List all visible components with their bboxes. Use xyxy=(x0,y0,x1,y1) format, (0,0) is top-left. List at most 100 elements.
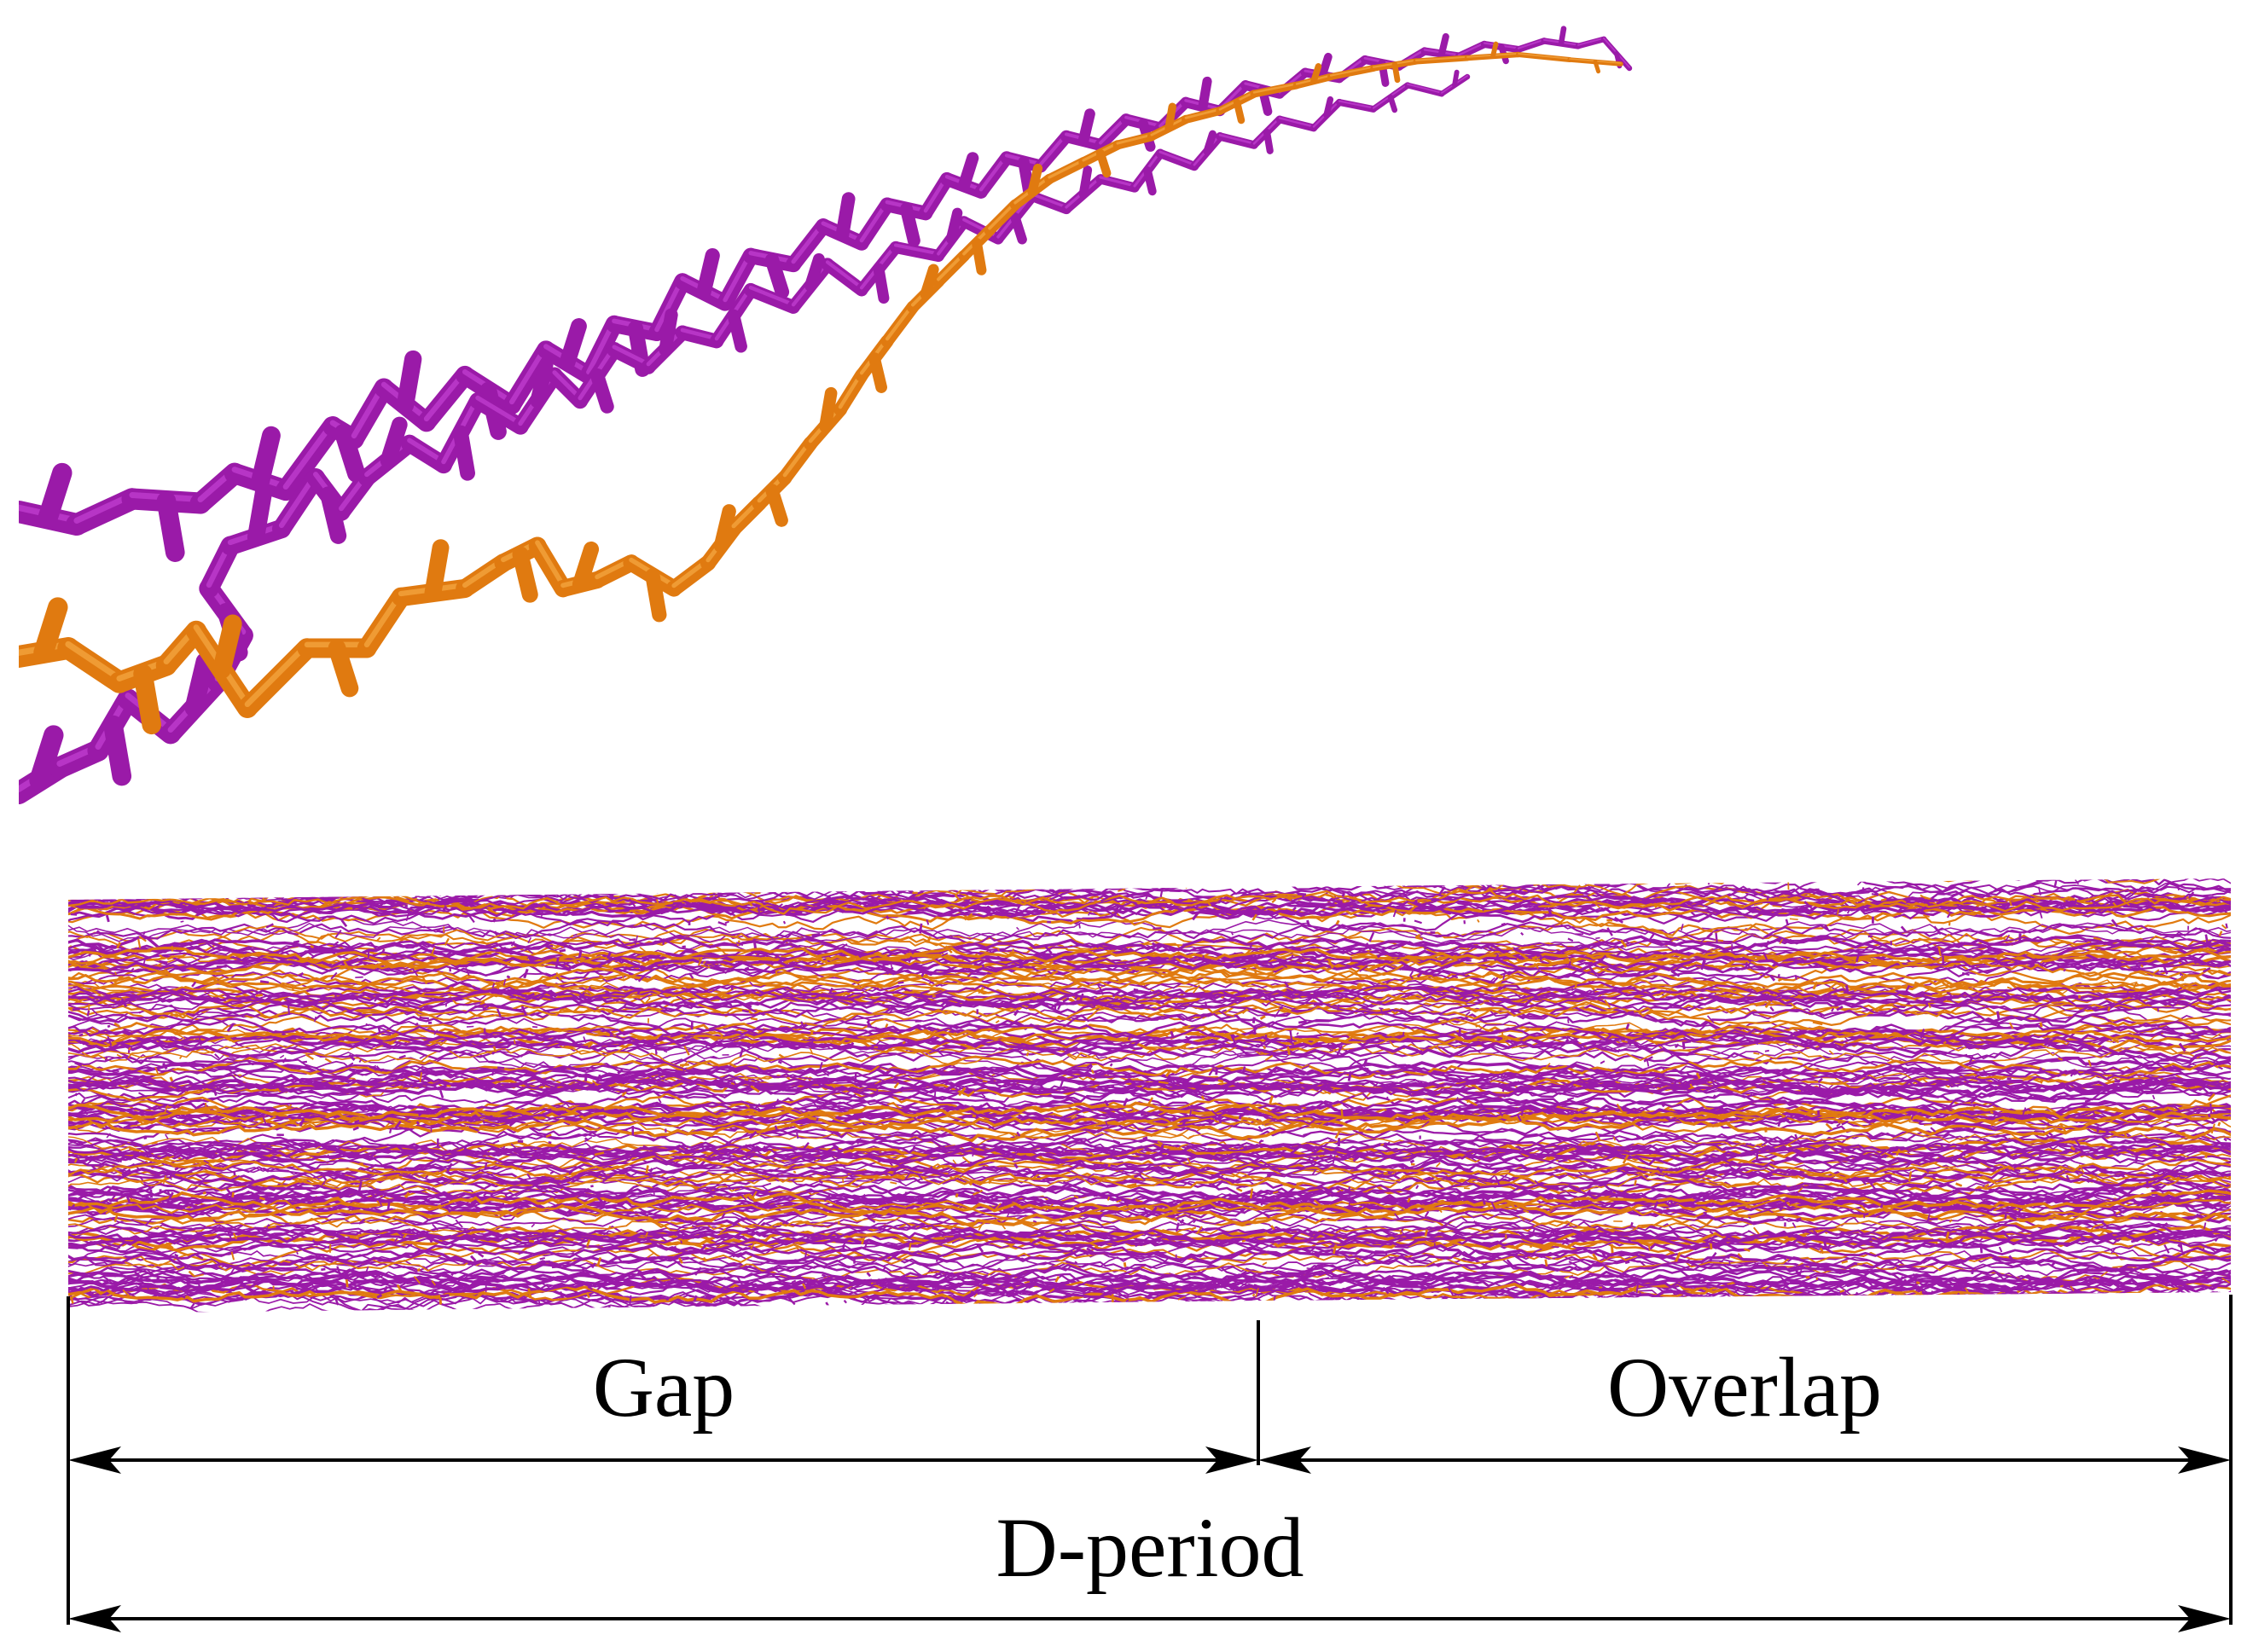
fibril-side-chain xyxy=(1528,957,1533,959)
fibril-side-chain xyxy=(1595,936,1600,940)
fibril-side-chain xyxy=(1350,957,1353,963)
fibril-side-chain xyxy=(637,976,645,983)
fibril-side-chain xyxy=(232,1232,238,1240)
fibril-side-chain xyxy=(1488,977,1495,984)
fibril-side-chain xyxy=(1114,1116,1124,1120)
fibril-side-chain xyxy=(1379,1008,1384,1015)
fibril-side-chain xyxy=(1635,1134,1641,1140)
orange-chain-side-chain xyxy=(1310,63,1322,84)
fibril-side-chain xyxy=(1073,1207,1077,1209)
fibril-side-chain xyxy=(1864,896,1873,901)
fibril-side-chain xyxy=(483,1191,488,1197)
fibril-side-chain xyxy=(138,1092,148,1098)
fibril-side-chain xyxy=(1188,1134,1195,1139)
fibril-side-chain xyxy=(782,920,787,925)
fibril-side-chain xyxy=(719,1227,727,1234)
fibril-side-chain xyxy=(1424,1211,1430,1218)
fibril-side-chain xyxy=(1332,1244,1338,1255)
fibril-side-chain xyxy=(1880,898,1887,901)
purple-chain-a-bond-highlight xyxy=(1577,37,1605,46)
purple-chain-a-bond-highlight xyxy=(1517,38,1546,49)
fibril-side-chain xyxy=(105,914,110,923)
fibril-strand xyxy=(68,967,2231,994)
fibril-side-chain xyxy=(1132,1087,1137,1094)
fibril-side-chain xyxy=(866,1272,872,1278)
fibril-side-chain xyxy=(548,1141,552,1145)
fibril-side-chain xyxy=(1831,1007,1835,1012)
fibril-side-chain xyxy=(545,1133,552,1138)
fibril-side-chain xyxy=(1606,927,1613,936)
fibril-side-chain xyxy=(580,956,584,963)
fibril-side-chain xyxy=(1945,1231,1950,1240)
fibril-side-chain xyxy=(1089,1242,1099,1248)
fibril-side-chain xyxy=(334,994,338,1002)
fibril-side-chain xyxy=(791,1279,797,1284)
fibril-side-chain xyxy=(1762,951,1769,962)
fibril-side-chain xyxy=(1839,1289,1845,1293)
fibril-side-chain xyxy=(1583,1189,1591,1197)
fibril-side-chain xyxy=(1937,946,1942,957)
fibril-side-chain xyxy=(70,1297,74,1304)
orange-chain-side-chain xyxy=(1233,98,1246,125)
fibril-side-chain xyxy=(1306,1158,1311,1162)
fibril-side-chain xyxy=(964,913,973,921)
fibril-side-chain xyxy=(2147,894,2157,898)
fibril-side-chain xyxy=(933,1091,937,1102)
fibril-side-chain xyxy=(872,1278,880,1284)
fibril-side-chain xyxy=(1536,954,1541,958)
fibril-side-chain xyxy=(624,910,630,913)
fibril-side-chain xyxy=(793,1170,797,1174)
fibril-side-chain xyxy=(1190,1226,1197,1231)
fibril-side-chain xyxy=(1715,932,1718,942)
fibril-side-chain xyxy=(1472,1220,1479,1226)
fibril-side-chain xyxy=(1320,1277,1330,1281)
fibril-side-chain xyxy=(1571,988,1574,992)
fibril-side-chain xyxy=(1630,1221,1634,1226)
fibril-side-chain xyxy=(1921,1191,1931,1198)
fibril-side-chain xyxy=(1241,1239,1246,1243)
fibril-side-chain xyxy=(528,955,533,963)
fibril-side-chain xyxy=(586,1238,591,1247)
fibril-side-chain xyxy=(1621,1040,1628,1043)
purple-chain-b-bond-highlight xyxy=(680,328,719,341)
fibril-side-chain xyxy=(2180,975,2185,982)
fibril-side-chain xyxy=(2050,1174,2054,1179)
fibril-side-chain xyxy=(774,1125,778,1131)
fibril-side-chain xyxy=(2022,1107,2027,1116)
fibril-strand xyxy=(68,1268,2231,1295)
fibril-side-chain xyxy=(2207,1093,2215,1102)
fibril-side-chain xyxy=(1385,979,1391,985)
fibril-side-chain xyxy=(2193,959,2201,965)
fibril-side-chain xyxy=(549,989,554,1000)
fibril-side-chain xyxy=(1689,1083,1693,1088)
fibril-side-chain xyxy=(1487,1203,1491,1209)
fibril-side-chain xyxy=(2070,1285,2075,1291)
fibril-side-chain xyxy=(1678,1167,1682,1171)
fibril-side-chain xyxy=(440,1200,450,1206)
fibril-side-chain xyxy=(1019,1154,1027,1159)
fibril-side-chain xyxy=(732,1252,743,1258)
fibril-side-chain xyxy=(474,1005,485,1008)
fibril-side-chain xyxy=(919,923,923,934)
fibril-side-chain xyxy=(1475,1024,1481,1028)
fibril-side-chain xyxy=(1734,1198,1741,1202)
fibril-side-chain xyxy=(1983,1183,1989,1188)
fibril-side-chain xyxy=(1208,1067,1215,1076)
fibril-side-chain xyxy=(2039,1301,2045,1306)
fibril-side-chain xyxy=(1153,927,1162,930)
fibril-side-chain xyxy=(938,1210,944,1214)
fibril-side-chain xyxy=(1279,1006,1284,1010)
fibril-side-chain xyxy=(822,1070,830,1077)
fibril-side-chain xyxy=(886,915,890,920)
fibril-side-chain xyxy=(1726,1255,1730,1259)
fibril-side-chain xyxy=(477,1252,485,1258)
fibril-side-chain xyxy=(1298,1020,1307,1024)
fibril-side-chain xyxy=(1113,906,1119,917)
fibril-side-chain xyxy=(1896,1149,1901,1156)
fibril-side-chain xyxy=(2093,936,2101,941)
orange-chain-side-chain xyxy=(713,504,736,554)
fibril-side-chain xyxy=(1862,1195,1873,1200)
orange-chain-bond xyxy=(1327,65,1377,80)
purple-chain-b-bond-highlight xyxy=(748,285,796,307)
purple-chain-b-bond xyxy=(1155,148,1199,171)
